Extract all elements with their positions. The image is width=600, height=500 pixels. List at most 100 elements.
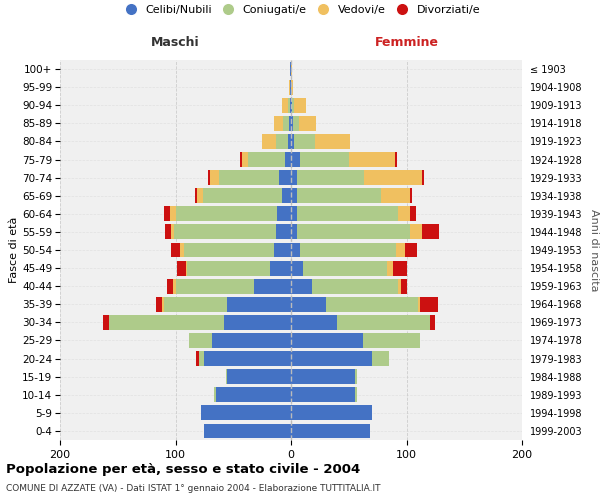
Bar: [291, 134, 295, 149]
Bar: [227, 369, 291, 384]
Bar: [282, 188, 291, 203]
Bar: [180, 242, 184, 258]
Bar: [295, 98, 306, 112]
Bar: [312, 279, 398, 293]
Bar: [292, 98, 295, 112]
Bar: [401, 279, 407, 293]
Bar: [170, 206, 176, 221]
Bar: [291, 315, 337, 330]
Bar: [208, 170, 210, 185]
Bar: [184, 242, 274, 258]
Bar: [195, 188, 197, 203]
Bar: [410, 206, 416, 221]
Bar: [199, 351, 205, 366]
Bar: [291, 369, 355, 384]
Bar: [291, 297, 326, 312]
Bar: [392, 260, 407, 276]
Bar: [290, 80, 291, 94]
Bar: [190, 333, 212, 348]
Bar: [173, 279, 176, 293]
Bar: [270, 260, 291, 276]
Bar: [187, 260, 270, 276]
Bar: [381, 188, 410, 203]
Bar: [167, 279, 173, 293]
Bar: [205, 424, 291, 438]
Bar: [285, 152, 291, 167]
Bar: [295, 134, 315, 149]
Bar: [212, 333, 291, 348]
Bar: [291, 116, 293, 131]
Bar: [240, 152, 242, 167]
Bar: [291, 62, 292, 76]
Bar: [175, 224, 276, 240]
Bar: [422, 224, 439, 240]
Bar: [421, 297, 437, 312]
Bar: [224, 315, 291, 330]
Bar: [262, 134, 276, 149]
Bar: [291, 188, 297, 203]
Bar: [289, 116, 291, 131]
Bar: [355, 369, 357, 384]
Bar: [422, 170, 424, 185]
Bar: [430, 315, 436, 330]
Bar: [291, 279, 312, 293]
Bar: [171, 224, 175, 240]
Bar: [214, 388, 216, 402]
Bar: [276, 134, 287, 149]
Bar: [171, 242, 180, 258]
Bar: [242, 152, 248, 167]
Bar: [297, 224, 410, 240]
Bar: [280, 170, 291, 185]
Bar: [291, 152, 300, 167]
Bar: [203, 188, 282, 203]
Bar: [254, 279, 291, 293]
Bar: [161, 297, 164, 312]
Bar: [205, 351, 291, 366]
Bar: [282, 98, 287, 112]
Bar: [176, 279, 254, 293]
Bar: [196, 351, 199, 366]
Legend: Celibi/Nubili, Coniugati/e, Vedovi/e, Divorziati/e: Celibi/Nubili, Coniugati/e, Vedovi/e, Di…: [115, 0, 485, 20]
Bar: [326, 297, 418, 312]
Bar: [176, 206, 277, 221]
Bar: [216, 388, 291, 402]
Y-axis label: Anni di nascita: Anni di nascita: [589, 209, 599, 291]
Bar: [297, 170, 364, 185]
Bar: [291, 388, 355, 402]
Bar: [291, 170, 297, 185]
Bar: [297, 206, 398, 221]
Bar: [372, 351, 389, 366]
Bar: [290, 62, 291, 76]
Bar: [283, 116, 289, 131]
Bar: [349, 152, 395, 167]
Bar: [291, 206, 297, 221]
Bar: [291, 242, 300, 258]
Bar: [315, 134, 350, 149]
Bar: [291, 224, 297, 240]
Bar: [164, 297, 227, 312]
Bar: [277, 206, 291, 221]
Bar: [406, 242, 417, 258]
Text: Maschi: Maschi: [151, 36, 200, 49]
Bar: [289, 80, 290, 94]
Bar: [291, 406, 372, 420]
Text: Femmine: Femmine: [374, 36, 439, 49]
Bar: [293, 116, 299, 131]
Bar: [291, 80, 293, 94]
Bar: [410, 188, 412, 203]
Bar: [276, 224, 291, 240]
Bar: [201, 406, 291, 420]
Bar: [300, 242, 396, 258]
Bar: [291, 260, 302, 276]
Y-axis label: Fasce di età: Fasce di età: [10, 217, 19, 283]
Bar: [302, 260, 387, 276]
Text: Popolazione per età, sesso e stato civile - 2004: Popolazione per età, sesso e stato civil…: [6, 462, 360, 475]
Bar: [186, 260, 187, 276]
Bar: [176, 260, 186, 276]
Bar: [109, 315, 224, 330]
Bar: [387, 260, 392, 276]
Bar: [291, 351, 372, 366]
Bar: [364, 170, 422, 185]
Bar: [337, 315, 430, 330]
Bar: [274, 242, 291, 258]
